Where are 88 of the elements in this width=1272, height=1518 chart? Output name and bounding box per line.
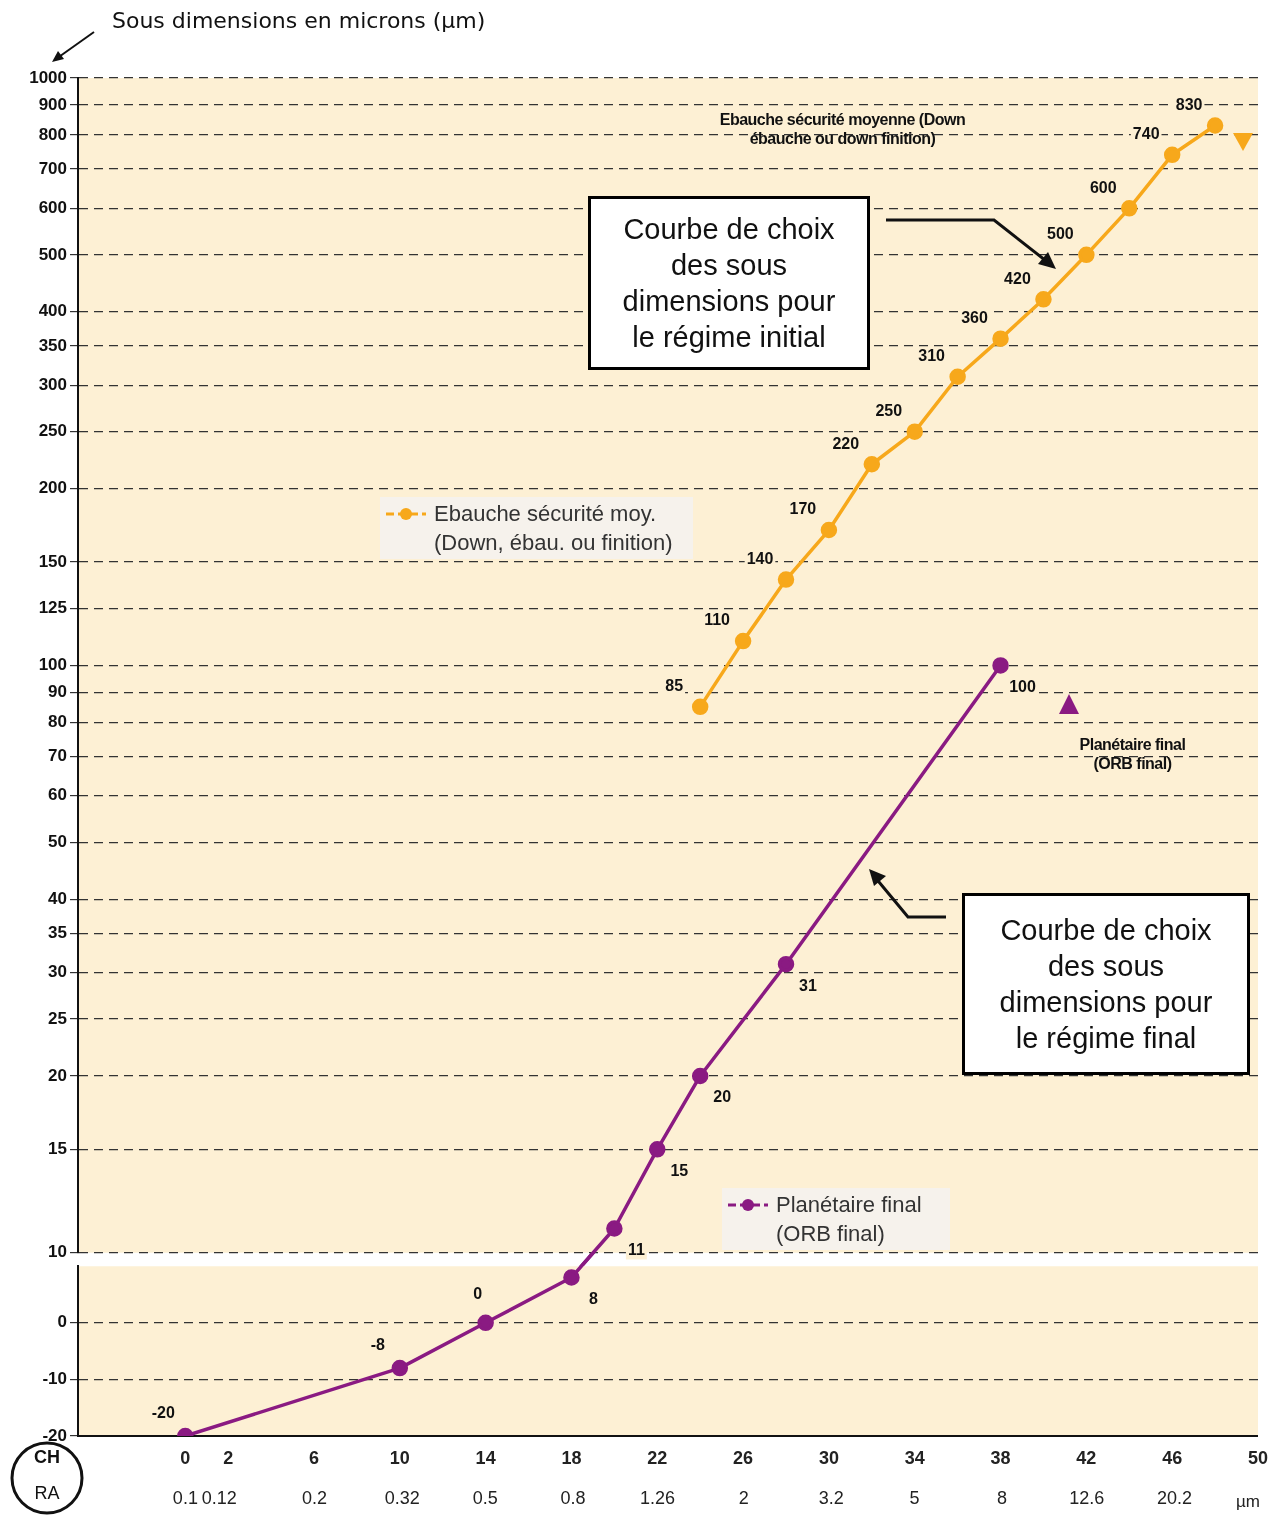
data-label: 250 (875, 402, 903, 420)
y-axis-title: Sous dimensions en microns (µm) (112, 7, 486, 33)
data-label: 830 (1175, 95, 1203, 113)
annotation: Courbe de choix des sous dimensions pour le régime final (962, 893, 1250, 1075)
y-tick-label: 40 (48, 888, 67, 908)
y-tick-label: 800 (38, 124, 67, 144)
x-tick-label: 6 (308, 1447, 320, 1468)
data-label: 140 (746, 549, 774, 567)
data-label: 100 (1009, 677, 1036, 695)
y-tick-label: 150 (38, 551, 67, 571)
y-tick-label: 70 (48, 746, 67, 766)
x2-tick-label: 0.5 (472, 1487, 498, 1508)
y-tick-label: 350 (38, 335, 67, 355)
y-tick-label: 30 (48, 962, 67, 982)
x2-tick-label: 8 (996, 1487, 1007, 1508)
y-tick-label: 900 (38, 94, 67, 114)
legend-label: Ebauche sécurité moy. (Down, ébau. ou finition) (434, 500, 674, 557)
x-tick-label: 34 (904, 1447, 925, 1468)
data-label: 310 (918, 347, 946, 365)
annotation: Courbe de choix des sous dimensions pour le régime initial (588, 196, 870, 370)
y-tick-label: 25 (48, 1008, 67, 1028)
x2-tick-label: 0.1 (172, 1487, 198, 1508)
y-tick-label: 15 (48, 1139, 67, 1159)
y-tick-label: 0 (57, 1312, 67, 1332)
x-tick-label: 26 (733, 1447, 754, 1468)
y-tick-label: 100 (38, 655, 67, 675)
x-tick-label: 38 (990, 1447, 1011, 1468)
x2-tick-label: 0.2 (302, 1487, 328, 1508)
y-tick-label: 250 (38, 421, 67, 441)
annotation: Planétaire final (ORB final) (1078, 735, 1187, 773)
x2-tick-label: 2 (738, 1487, 749, 1508)
x2-tick-label: 5 (909, 1487, 920, 1508)
y-tick-label: 50 (48, 831, 67, 851)
data-label: 220 (832, 434, 860, 452)
data-label: 500 (1047, 225, 1074, 243)
data-label: -8 (370, 1336, 386, 1354)
y-tick-label: 60 (48, 785, 67, 805)
y-tick-label: 500 (38, 244, 67, 264)
y-tick-label: 125 (38, 598, 67, 618)
text: µm (1235, 1492, 1261, 1512)
data-label: 20 (713, 1088, 732, 1106)
y-tick-label: 10 (48, 1242, 67, 1262)
x2-tick-label: 20.2 (1157, 1487, 1193, 1508)
data-label: 11 (627, 1240, 645, 1258)
x-tick-label: 22 (647, 1447, 668, 1468)
data-label: 15 (670, 1161, 689, 1179)
annotation: Ebauche sécurité moyenne (Down ébauche ou down finition) (718, 110, 967, 148)
x-tick-label: 50 (1247, 1447, 1268, 1468)
data-label: 360 (961, 309, 988, 327)
y-tick-label: 80 (48, 712, 67, 732)
data-label: 85 (665, 677, 684, 695)
data-label: 170 (789, 500, 817, 518)
x-tick-label: 18 (561, 1447, 582, 1468)
data-label: 420 (1004, 269, 1031, 287)
y-tick-label: 200 (38, 478, 67, 498)
y-tick-label: 400 (38, 301, 67, 321)
data-label: 740 (1132, 125, 1160, 143)
x-tick-label: 46 (1162, 1447, 1183, 1468)
x2-tick-label: 0.8 (560, 1487, 586, 1508)
data-label: 31 (799, 976, 817, 994)
data-label: 8 (589, 1289, 598, 1307)
data-label: 600 (1089, 178, 1117, 196)
y-tick-label: -10 (42, 1369, 67, 1389)
y-tick-label: 600 (38, 198, 67, 217)
y-tick-label: 90 (48, 681, 67, 701)
y-tick-label: 20 (48, 1065, 67, 1085)
y-tick-label: 35 (48, 922, 67, 942)
data-label: -20 (151, 1404, 175, 1422)
x-tick-label: 42 (1076, 1447, 1097, 1468)
data-label: 0 (473, 1285, 483, 1303)
legend-label: Planétaire final (ORB final) (776, 1191, 923, 1248)
x-axis-title: CH (34, 1446, 60, 1467)
x2-axis-title: RA (34, 1482, 60, 1503)
y-tick-label: 1000 (29, 67, 67, 87)
y-tick-label: -20 (42, 1425, 67, 1445)
y-tick-label: 700 (38, 158, 67, 178)
x2-tick-label: 0.32 (384, 1487, 420, 1508)
x2-tick-label: 3.2 (818, 1487, 844, 1508)
x-tick-label: 0 (180, 1447, 191, 1468)
x2-tick-label: 0.12 (201, 1487, 237, 1508)
x2-tick-label: 12.6 (1069, 1487, 1105, 1508)
y-tick-label: 300 (38, 374, 67, 394)
x2-tick-label: 1.26 (640, 1487, 676, 1508)
data-label: 110 (704, 611, 731, 629)
x-tick-label: 30 (818, 1447, 839, 1468)
x-tick-label: 2 (223, 1447, 234, 1468)
x-tick-label: 10 (389, 1447, 410, 1468)
x-tick-label: 14 (475, 1447, 496, 1468)
